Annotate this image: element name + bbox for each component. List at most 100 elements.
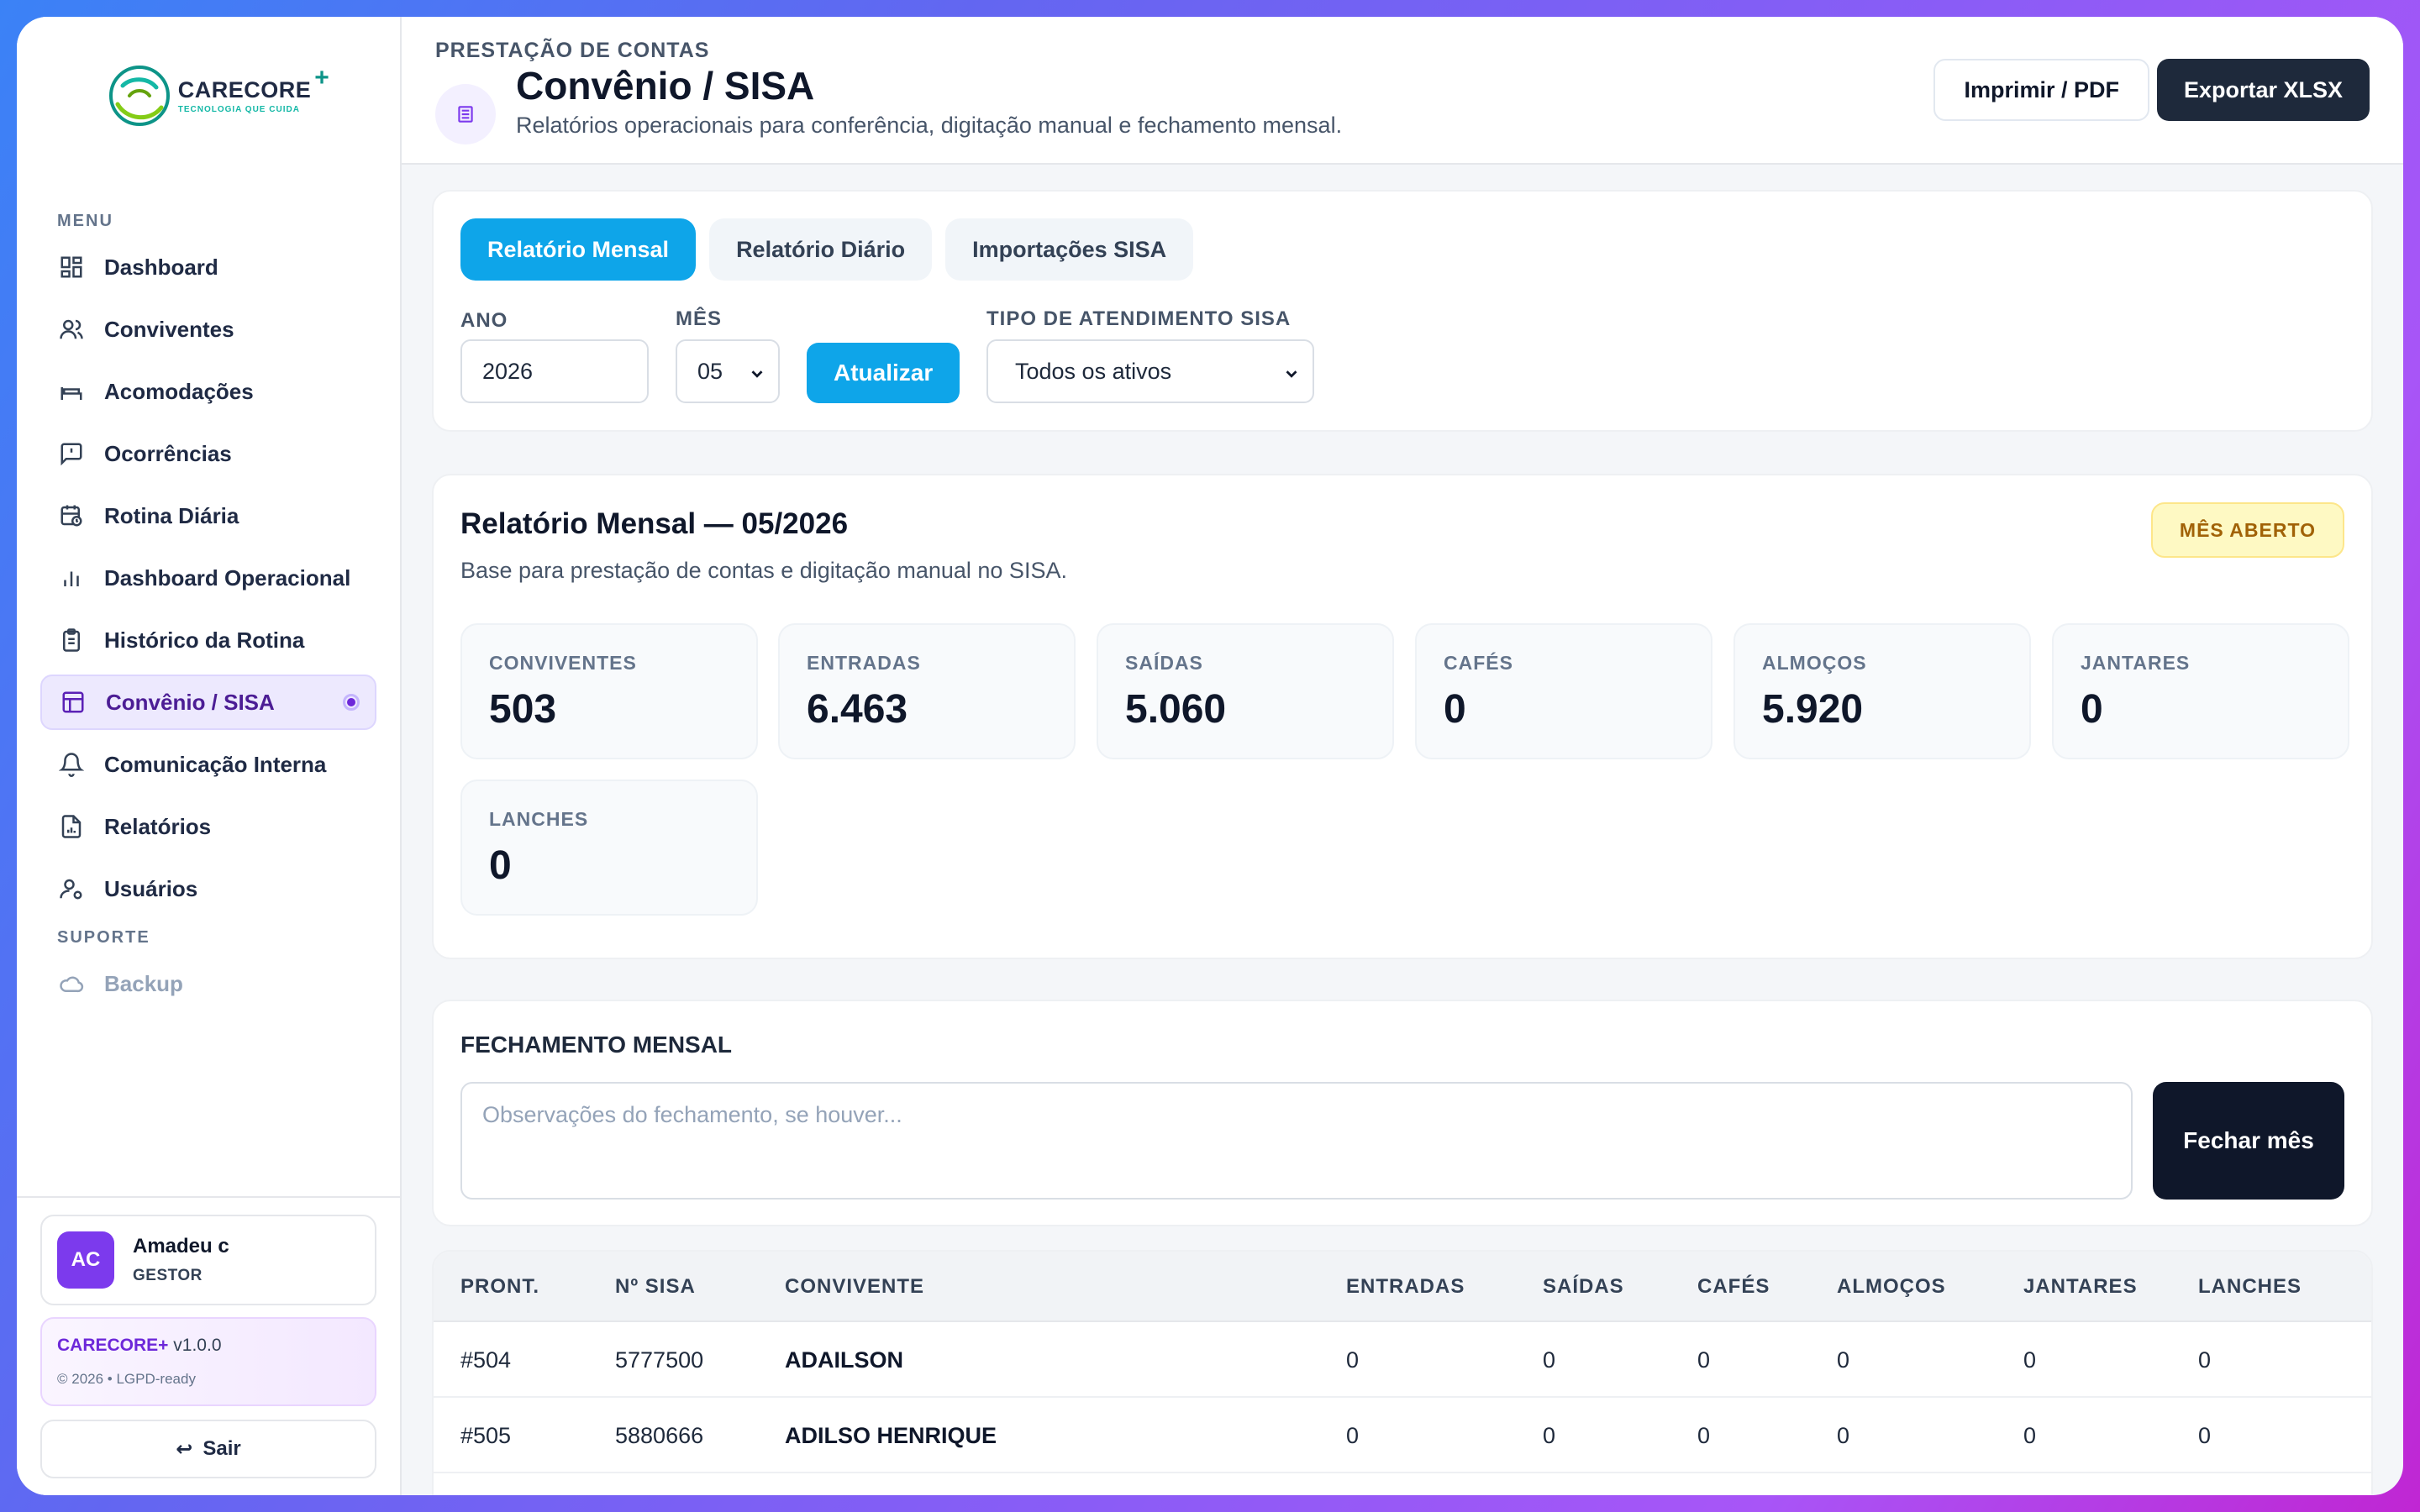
sidebar-item-label: Conviventes [104,316,234,342]
stat-value: 6.463 [807,687,908,732]
document-icon [435,84,496,144]
cell-cafes: 0 [1697,1423,1711,1448]
sidebar-item-backup[interactable]: Backup [40,956,376,1011]
cloud-icon [57,969,86,998]
column-header[interactable]: CAFÉS [1697,1275,1770,1298]
user-role: GESTOR [133,1267,203,1284]
app-window: CARECORE + TECNOLOGIA QUE CUIDA MENU Dash… [17,17,2403,1495]
sidebar-item-conviventes[interactable]: Conviventes [40,302,376,357]
support-section-label: SUPORTE [57,928,150,947]
stat-value: 0 [489,843,512,888]
year-input[interactable]: 2026 [460,339,649,403]
bed-icon [57,377,86,406]
menu-section-label: MENU [57,212,113,230]
sidebar-item-historico-rotina[interactable]: Histórico da Rotina [40,612,376,668]
stat-label: CAFÉS [1444,652,1513,674]
sidebar-item-dashboard[interactable]: Dashboard [40,239,376,295]
year-label: ANO [460,309,508,332]
cell-convivente: ADAILSON [785,1347,903,1373]
stat-value: 0 [2081,687,2103,732]
logo[interactable]: CARECORE + TECNOLOGIA QUE CUIDA [17,17,400,175]
column-header[interactable]: ENTRADAS [1346,1275,1465,1298]
update-button[interactable]: Atualizar [807,343,960,403]
cell-cafes: 0 [1697,1347,1711,1373]
tab-importacoes-sisa[interactable]: Importações SISA [945,218,1194,281]
clipboard-icon [57,626,86,654]
brand-tagline: TECNOLOGIA QUE CUIDA [177,105,300,114]
sidebar-item-label: Rotina Diária [104,502,239,528]
print-pdf-button[interactable]: Imprimir / PDF [1933,59,2149,121]
table-row[interactable]: #504 5777500 ADAILSON 0 0 0 0 0 0 [434,1322,2371,1398]
chevron-down-icon [748,363,766,389]
sidebar-footer: AC Amadeu c GESTOR CARECORE+ v1.0.0 © 20… [17,1196,400,1495]
service-type-select[interactable]: Todos os ativos [986,339,1314,403]
cell-jantares: 0 [2023,1347,2037,1373]
stat-label: ALMOÇOS [1762,652,1867,674]
tab-relatorio-diario[interactable]: Relatório Diário [709,218,933,281]
hands-heart-icon [108,66,170,126]
page-subtitle: Relatórios operacionais para conferência… [516,113,1343,138]
close-month-button[interactable]: Fechar mês [2153,1082,2344,1200]
cell-almocos: 0 [1837,1347,1850,1373]
user-card[interactable]: AC Amadeu c GESTOR [40,1215,376,1305]
monthly-closing-card: FECHAMENTO MENSAL Observações do fechame… [432,1000,2373,1226]
month-select[interactable]: 05 [676,339,780,403]
report-title: Relatório Mensal — 05/2026 [460,507,849,540]
sidebar-item-label: Ocorrências [104,440,232,466]
cell-entradas: 0 [1346,1423,1360,1448]
page-title: Convênio / SISA [516,64,815,108]
avatar: AC [57,1231,114,1289]
main-content: PRESTAÇÃO DE CONTAS Convênio / SISA Rela… [402,17,2403,1495]
sidebar-item-dashboard-operacional[interactable]: Dashboard Operacional [40,550,376,606]
version-number: v1.0.0 [173,1336,222,1355]
message-alert-icon [57,439,86,468]
sidebar-item-rotina-diaria[interactable]: Rotina Diária [40,488,376,543]
stat-value: 5.920 [1762,687,1864,732]
sidebar-item-relatorios[interactable]: Relatórios [40,799,376,854]
column-header[interactable]: SAÍDAS [1543,1275,1624,1298]
tab-relatorio-mensal[interactable]: Relatório Mensal [460,218,697,281]
active-indicator [343,694,360,711]
logout-button[interactable]: ↩ Sair [40,1420,376,1478]
stat-label: LANCHES [489,808,589,830]
column-header[interactable]: ALMOÇOS [1837,1275,1946,1298]
stat-card-lanches: LANCHES 0 [460,780,758,916]
cell-saidas: 0 [1543,1347,1556,1373]
column-header[interactable]: Nº SISA [615,1275,696,1298]
sidebar-item-label: Acomodações [104,378,254,404]
stat-card-almocos: ALMOÇOS 5.920 [1733,623,2031,759]
cell-lanches: 0 [2198,1423,2212,1448]
sidebar-item-usuarios[interactable]: Usuários [40,861,376,916]
sidebar-item-convenio-sisa[interactable]: Convênio / SISA [40,675,376,730]
logout-icon: ↩ [176,1437,193,1461]
residents-table: PRONT. Nº SISA CONVIVENTE ENTRADAS SAÍDA… [432,1250,2373,1495]
cell-jantares: 0 [2023,1423,2037,1448]
closing-notes-textarea[interactable]: Observações do fechamento, se houver... [460,1082,2133,1200]
layout-icon [59,688,87,717]
sidebar-item-label: Relatórios [104,813,212,839]
table-row[interactable]: #505 5880666 ADILSO HENRIQUE 0 0 0 0 0 0 [434,1398,2371,1473]
user-cog-icon [57,874,86,903]
cell-almocos: 0 [1837,1423,1850,1448]
sidebar-item-acomodacoes[interactable]: Acomodações [40,364,376,419]
sidebar-item-label: Histórico da Rotina [104,627,305,653]
column-header[interactable]: CONVIVENTE [785,1275,925,1298]
sidebar-item-label: Dashboard [104,254,218,280]
column-header[interactable]: JANTARES [2023,1275,2138,1298]
stat-card-jantares: JANTARES 0 [2052,623,2349,759]
report-subtitle: Base para prestação de contas e digitaçã… [460,558,1067,583]
column-header[interactable]: LANCHES [2198,1275,2302,1298]
sidebar-item-label: Comunicação Interna [104,751,327,777]
cell-saidas: 0 [1543,1423,1556,1448]
user-name: Amadeu c [133,1235,229,1257]
status-badge: MÊS ABERTO [2150,502,2344,558]
stat-label: SAÍDAS [1125,652,1203,674]
sidebar-item-comunicacao-interna[interactable]: Comunicação Interna [40,737,376,792]
sidebar-item-ocorrencias[interactable]: Ocorrências [40,426,376,481]
version-brand: CARECORE+ [57,1336,169,1355]
column-header[interactable]: PRONT. [460,1275,540,1298]
export-xlsx-button[interactable]: Exportar XLSX [2156,59,2370,121]
service-type-value: Todos os ativos [1015,358,1172,384]
sidebar-item-label: Backup [104,970,183,996]
version-note: © 2026 • LGPD-ready [57,1371,196,1387]
